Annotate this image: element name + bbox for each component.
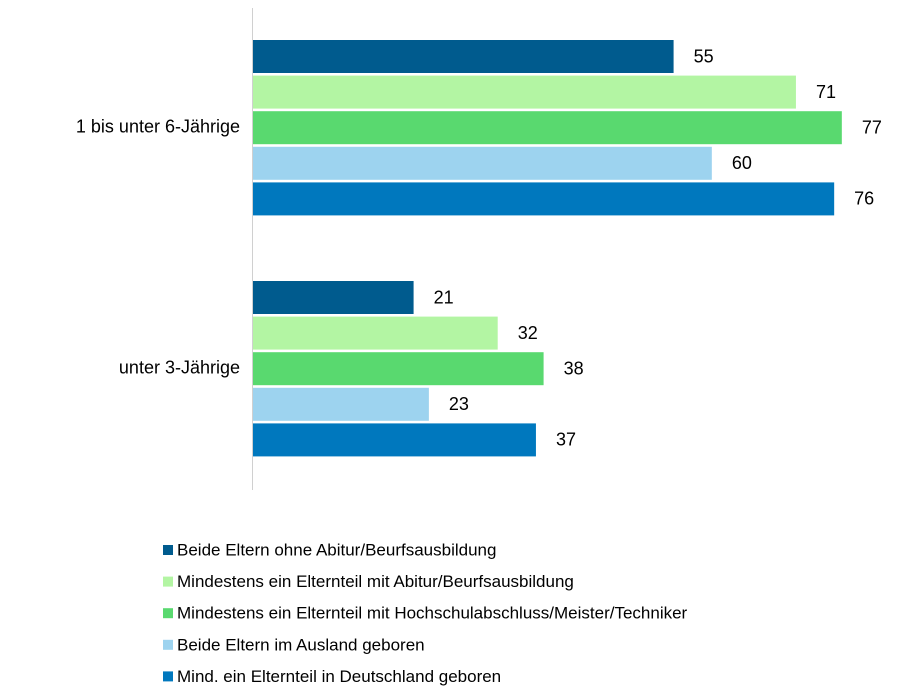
value-label: 21 [434,287,454,307]
legend-marker [163,545,173,555]
legend-marker [163,576,173,587]
bar [253,182,835,216]
value-label: 55 [694,46,714,66]
value-label: 71 [816,82,836,102]
legend-label: Mind. ein Elternteil in Deutschland gebo… [177,667,501,686]
bar [253,281,414,314]
bar [253,423,536,457]
value-label: 60 [732,153,752,173]
bar [253,111,842,145]
value-label: 37 [556,430,576,450]
bar [253,387,429,421]
legend-marker [163,671,173,682]
value-label: 23 [449,394,469,414]
legend-label: Mindestens ein Elternteil mit Abitur/Beu… [177,572,574,591]
legend-marker [163,608,173,619]
value-label: 76 [854,189,874,209]
value-label: 32 [518,323,538,343]
legend-marker [163,639,173,650]
legend-label: Beide Eltern im Ausland geboren [177,635,425,654]
bar [253,352,544,386]
y-tick-label: 1 bis unter 6-Jährige [76,116,240,136]
bar [253,40,674,73]
y-tick-label: unter 3-Jährige [119,357,240,377]
value-label: 77 [862,117,882,137]
bar [253,146,712,180]
legend-label: Beide Eltern ohne Abitur/Beurfsausbildun… [177,540,496,559]
bar [253,75,796,109]
value-label: 38 [564,358,584,378]
bar [253,316,498,350]
legend-label: Mindestens ein Elternteil mit Hochschula… [177,604,688,623]
